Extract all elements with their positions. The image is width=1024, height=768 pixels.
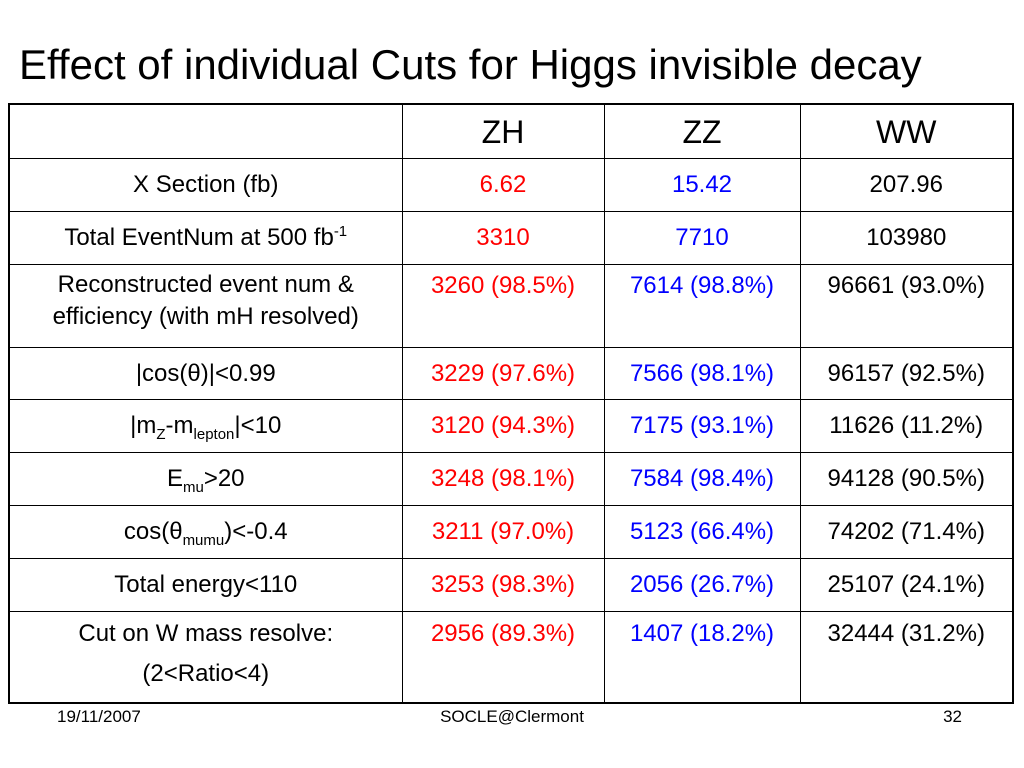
cell-zh: 2956 (89.3%) — [401, 611, 605, 704]
cell-zz: 5123 (66.4%) — [603, 505, 801, 559]
row-label-part-c: |<10 — [234, 412, 282, 439]
footer-page-number: 32 — [943, 707, 962, 726]
row-label-sub-z: Z — [156, 425, 166, 443]
cell-zz: 15.42 — [603, 158, 801, 212]
cell-zz: 7175 (93.1%) — [603, 399, 801, 453]
row-label-superscript: -1 — [333, 223, 348, 240]
header-cell-zz: ZZ — [603, 103, 801, 159]
table-row: X Section (fb) 6.62 15.42 207.96 — [8, 158, 1014, 212]
cuts-table: ZH ZZ WW X Section (fb) 6.62 15.42 207.9… — [8, 103, 1014, 704]
row-label-line2: efficiency (with mH resolved) — [52, 303, 359, 330]
footer-venue: SOCLE@Clermont — [440, 707, 584, 726]
row-label: Reconstructed event num & efficiency (wit… — [8, 264, 403, 348]
row-label-sub-lepton: lepton — [193, 425, 235, 443]
cell-zh: 3211 (97.0%) — [401, 505, 605, 559]
cell-ww: 96157 (92.5%) — [799, 347, 1014, 400]
row-label-sub-mumu: mumu — [182, 531, 225, 549]
footer-date: 19/11/2007 — [57, 707, 141, 726]
row-label-part-a: cos(θ — [123, 518, 183, 545]
table-row: |mZ-mlepton|<10 3120 (94.3%) 7175 (93.1%… — [8, 399, 1014, 453]
cell-ww: 11626 (11.2%) — [799, 399, 1014, 453]
table-row: Emu>20 3248 (98.1%) 7584 (98.4%) 94128 (… — [8, 452, 1014, 506]
cell-ww: 32444 (31.2%) — [799, 611, 1014, 704]
slide-title: Effect of individual Cuts for Higgs invi… — [19, 41, 922, 88]
table-row: cos(θmumu)<-0.4 3211 (97.0%) 5123 (66.4%… — [8, 505, 1014, 559]
row-label: X Section (fb) — [8, 158, 403, 212]
row-label: Total energy<110 — [8, 558, 403, 612]
row-label: Emu>20 — [8, 452, 403, 506]
cell-ww: 103980 — [799, 211, 1014, 265]
row-label-line1: Cut on W mass resolve: — [78, 620, 334, 647]
table-row: |cos(θ)|<0.99 3229 (97.6%) 7566 (98.1%) … — [8, 347, 1014, 400]
cell-ww: 25107 (24.1%) — [799, 558, 1014, 612]
row-label-part-b: -m — [165, 412, 194, 439]
cell-zz: 7710 — [603, 211, 801, 265]
row-label: cos(θmumu)<-0.4 — [8, 505, 403, 559]
row-label-part-a: |m — [130, 412, 157, 439]
table-row: Total energy<110 3253 (98.3%) 2056 (26.7… — [8, 558, 1014, 612]
row-label-part-a: E — [166, 465, 183, 492]
cell-zh: 3253 (98.3%) — [401, 558, 605, 612]
row-label-main: Total EventNum at 500 fb — [64, 224, 334, 251]
header-cell-zh: ZH — [401, 103, 605, 159]
cell-zz: 1407 (18.2%) — [603, 611, 801, 704]
row-label-part-b: )<-0.4 — [224, 518, 288, 545]
table-row: Total EventNum at 500 fb-1 3310 7710 103… — [8, 211, 1014, 265]
table-header-row: ZH ZZ WW — [8, 103, 1014, 159]
cell-zh: 6.62 — [401, 158, 605, 212]
cell-zh: 3229 (97.6%) — [401, 347, 605, 400]
cell-ww: 94128 (90.5%) — [799, 452, 1014, 506]
cell-zh: 3248 (98.1%) — [401, 452, 605, 506]
cell-zh: 3260 (98.5%) — [401, 264, 605, 348]
cell-zz: 2056 (26.7%) — [603, 558, 801, 612]
row-label: |mZ-mlepton|<10 — [8, 399, 403, 453]
cell-zz: 7614 (98.8%) — [603, 264, 801, 348]
row-label-part-b: >20 — [203, 465, 245, 492]
table-row: Cut on W mass resolve: (2<Ratio<4) 2956 (… — [8, 611, 1014, 704]
row-label-line2: (2<Ratio<4) — [142, 660, 270, 687]
row-label: |cos(θ)|<0.99 — [8, 347, 403, 400]
table-row: Reconstructed event num & efficiency (wit… — [8, 264, 1014, 348]
cell-ww: 74202 (71.4%) — [799, 505, 1014, 559]
row-label-sub-mu: mu — [182, 478, 204, 496]
cell-zz: 7584 (98.4%) — [603, 452, 801, 506]
cell-ww: 96661 (93.0%) — [799, 264, 1014, 348]
row-label: Cut on W mass resolve: (2<Ratio<4) — [8, 611, 403, 704]
cell-zz: 7566 (98.1%) — [603, 347, 801, 400]
header-cell-empty — [8, 103, 403, 159]
cell-zh: 3120 (94.3%) — [401, 399, 605, 453]
cell-ww: 207.96 — [799, 158, 1014, 212]
header-cell-ww: WW — [799, 103, 1014, 159]
row-label-line1: Reconstructed event num & — [57, 271, 354, 298]
row-label: Total EventNum at 500 fb-1 — [8, 211, 403, 265]
cell-zh: 3310 — [401, 211, 605, 265]
